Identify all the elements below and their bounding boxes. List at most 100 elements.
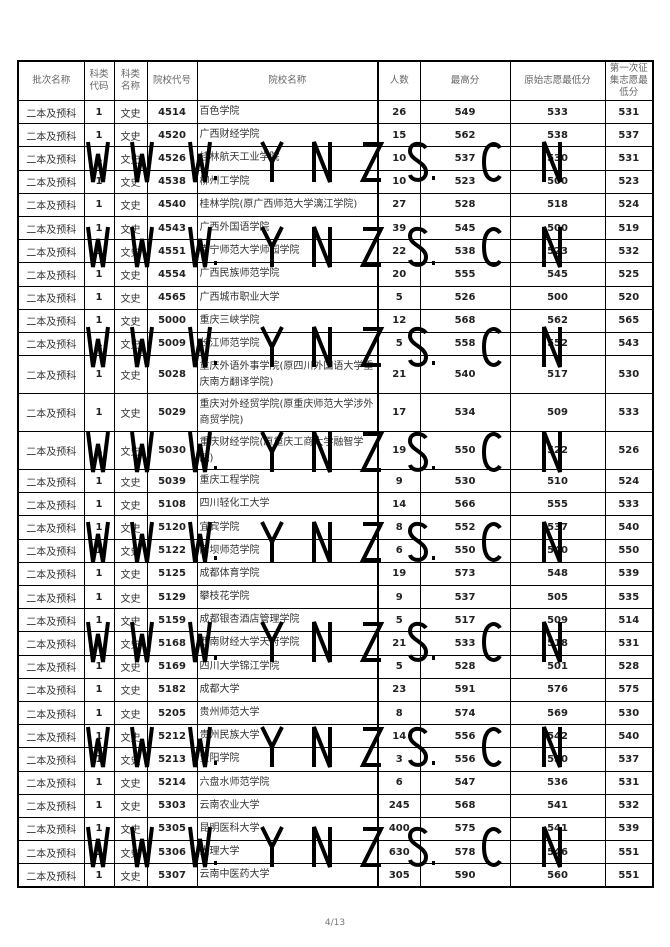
cell-school-code: 4565	[146, 285, 198, 310]
cell-school-code: 4551	[146, 239, 198, 264]
cell-first-supplement-min-score: 533	[604, 492, 654, 517]
cell-subject-name: 文史	[113, 840, 148, 865]
cell-school-name: 重庆三峡学院	[196, 308, 379, 333]
cell-first-supplement-min-score: 530	[604, 355, 654, 395]
cell-original-min-score: 537	[509, 515, 606, 540]
cell-subject-name: 文史	[113, 793, 148, 818]
cell-original-min-score: 569	[509, 700, 606, 726]
cell-batch-name: 二本及预科	[17, 215, 85, 241]
cell-original-min-score: 501	[509, 654, 606, 679]
cell-first-supplement-min-score: 532	[604, 239, 654, 264]
cell-subject-code: 1	[83, 169, 115, 194]
cell-first-supplement-min-score: 531	[604, 770, 654, 795]
cell-first-supplement-min-score: 528	[604, 654, 654, 679]
cell-batch-name: 二本及预科	[17, 192, 85, 217]
cell-first-supplement-min-score: 526	[604, 431, 654, 471]
cell-original-min-score: 533	[509, 99, 606, 125]
cell-school-name: 四川大学锦江学院	[196, 654, 379, 679]
cell-batch-name: 二本及预科	[17, 123, 85, 148]
cell-original-min-score: 560	[509, 863, 606, 888]
cell-original-min-score: 518	[509, 631, 606, 656]
cell-school-code: 4543	[146, 215, 198, 241]
cell-original-min-score: 500	[509, 215, 606, 241]
cell-school-code: 5307	[146, 863, 198, 888]
cell-subject-name: 文史	[113, 492, 148, 517]
cell-subject-code: 1	[83, 431, 115, 471]
cell-highest-score: 550	[419, 431, 511, 471]
cell-highest-score: 574	[419, 700, 511, 726]
cell-batch-name: 二本及预科	[17, 469, 85, 494]
cell-batch-name: 二本及预科	[17, 724, 85, 749]
cell-subject-name: 文史	[113, 515, 148, 540]
cell-school-name: 重庆外语外事学院(原四川外国语大学重庆南方翻译学院)	[196, 355, 379, 395]
header-school-name: 院校名称	[196, 60, 379, 101]
cell-school-name: 西南财经大学天府学院	[196, 631, 379, 656]
cell-highest-score: 558	[419, 331, 511, 357]
cell-batch-name: 二本及预科	[17, 654, 85, 679]
cell-subject-name: 文史	[113, 654, 148, 679]
cell-subject-code: 1	[83, 747, 115, 772]
cell-highest-score: 545	[419, 215, 511, 241]
cell-subject-code: 1	[83, 331, 115, 357]
cell-subject-code: 1	[83, 285, 115, 310]
cell-original-min-score: 548	[509, 561, 606, 587]
cell-subject-name: 文史	[113, 262, 148, 287]
cell-subject-code: 1	[83, 192, 115, 217]
table-row: 二本及预科 1 文史 5122 阿坝师范学院 6 550 540 550	[17, 538, 654, 563]
table-row: 二本及预科 1 文史 5214 六盘水师范学院 6 547 536 531	[17, 770, 654, 795]
cell-first-supplement-min-score: 531	[604, 99, 654, 125]
cell-batch-name: 二本及预科	[17, 355, 85, 395]
table-row: 二本及预科 1 文史 5213 贵阳学院 3 556 550 537	[17, 747, 654, 772]
cell-subject-name: 文史	[113, 863, 148, 888]
table-row: 二本及预科 1 文史 5305 昆明医科大学 400 575 541 539	[17, 816, 654, 842]
cell-subject-code: 1	[83, 631, 115, 656]
cell-enrollment-count: 8	[377, 700, 421, 726]
cell-subject-code: 1	[83, 393, 115, 433]
table-row: 二本及预科 1 文史 5182 成都大学 23 591 576 575	[17, 677, 654, 702]
cell-subject-code: 1	[83, 355, 115, 395]
cell-first-supplement-min-score: 540	[604, 724, 654, 749]
cell-highest-score: 575	[419, 816, 511, 842]
cell-school-name: 成都银杏酒店管理学院	[196, 608, 379, 633]
header-batch-name: 批次名称	[17, 60, 85, 101]
cell-subject-code: 1	[83, 816, 115, 842]
cell-first-supplement-min-score: 550	[604, 538, 654, 563]
cell-subject-code: 1	[83, 262, 115, 287]
cell-enrollment-count: 8	[377, 515, 421, 540]
cell-original-min-score: 540	[509, 538, 606, 563]
cell-batch-name: 二本及预科	[17, 677, 85, 702]
cell-batch-name: 二本及预科	[17, 393, 85, 433]
cell-subject-code: 1	[83, 654, 115, 679]
cell-school-name: 重庆财经学院(原重庆工商大学融智学院)	[196, 431, 379, 471]
cell-school-name: 贵州师范大学	[196, 700, 379, 726]
cell-subject-name: 文史	[113, 538, 148, 563]
cell-enrollment-count: 27	[377, 192, 421, 217]
cell-enrollment-count: 5	[377, 608, 421, 633]
cell-batch-name: 二本及预科	[17, 285, 85, 310]
table-row: 二本及预科 1 文史 5108 四川轻化工大学 14 566 555 533	[17, 492, 654, 517]
header-subject-name: 科类名称	[113, 60, 148, 101]
cell-batch-name: 二本及预科	[17, 840, 85, 865]
cell-school-code: 4540	[146, 192, 198, 217]
cell-subject-code: 1	[83, 123, 115, 148]
cell-original-min-score: 542	[509, 724, 606, 749]
cell-school-code: 5212	[146, 724, 198, 749]
cell-highest-score: 528	[419, 654, 511, 679]
cell-batch-name: 二本及预科	[17, 816, 85, 842]
cell-subject-code: 1	[83, 584, 115, 610]
cell-subject-code: 1	[83, 840, 115, 865]
table-row: 二本及预科 1 文史 5159 成都银杏酒店管理学院 5 517 509 514	[17, 608, 654, 633]
cell-enrollment-count: 245	[377, 793, 421, 818]
cell-school-name: 四川轻化工大学	[196, 492, 379, 517]
cell-subject-name: 文史	[113, 770, 148, 795]
cell-first-supplement-min-score: 531	[604, 631, 654, 656]
cell-enrollment-count: 26	[377, 99, 421, 125]
cell-highest-score: 547	[419, 770, 511, 795]
cell-highest-score: 540	[419, 355, 511, 395]
cell-school-name: 长江师范学院	[196, 331, 379, 357]
cell-subject-code: 1	[83, 561, 115, 587]
cell-school-name: 广西财经学院	[196, 123, 379, 148]
cell-original-min-score: 576	[509, 677, 606, 702]
cell-school-code: 5039	[146, 469, 198, 494]
cell-school-code: 5009	[146, 331, 198, 357]
